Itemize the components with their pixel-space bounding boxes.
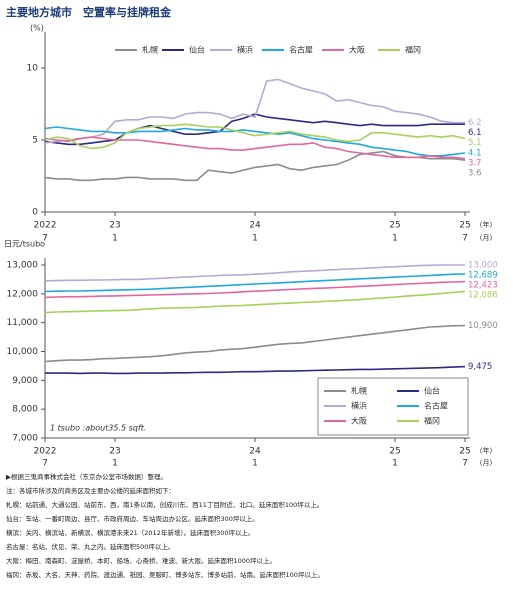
legend-label: 大阪	[349, 45, 365, 55]
x-unit-label: (月)	[480, 234, 493, 242]
x-tick-label: 1	[392, 234, 398, 244]
note-line: 横滨：关内、横滨站、新横滨、横滨港未来21（2012年新增）。延床面积300坪以…	[6, 529, 255, 537]
series-line	[44, 324, 466, 363]
series-line	[44, 264, 465, 282]
x-tick-label: 23	[109, 447, 120, 457]
x-tick-label: 24	[249, 447, 261, 457]
note-line: 福冈：赤坂、大名、天神、药院、渡边通、祇园、吴服町、博多站东、博多站前、站南。延…	[6, 571, 324, 579]
y-tick-label: 7,000	[12, 434, 38, 444]
legend-label: 福冈	[405, 46, 421, 55]
y-tick-label: 10	[27, 64, 39, 74]
x-tick-label: 7	[462, 234, 468, 244]
note-line: 札幌：站前通、大通公园、站前东、西，南1条以南，创成川东、西11丁目附近、北口。…	[6, 501, 324, 509]
x-tick-label: 25	[389, 447, 400, 457]
y-tick-label: 11,000	[7, 318, 39, 328]
end-label: 9,475	[468, 362, 492, 372]
x-tick-label: 1	[112, 459, 118, 469]
x-unit-label: (年)	[480, 446, 493, 455]
end-label: 13,000	[468, 261, 498, 271]
series-line	[44, 280, 466, 299]
series-line	[44, 78, 465, 144]
y-axis-label: (%)	[30, 24, 44, 33]
x-tick-label: 24	[249, 221, 261, 231]
x-tick-label: 1	[252, 234, 258, 244]
y-tick-label: 10,000	[7, 347, 39, 357]
note-line: 名古屋：名站、伏见、荣、丸之内。延床面积500坪以上。	[6, 543, 175, 551]
x-tick-label: 7	[42, 459, 48, 469]
note-line: ▶根据三鬼商事株式会社（东京办公室市场数据）整理。	[6, 473, 167, 481]
note-line: 注：各城市所涉及的商务区及主要办公楼的延床面积如下：	[6, 487, 175, 495]
end-label: 3.6	[468, 168, 482, 178]
x-unit-label: (年)	[480, 220, 493, 229]
legend-label: 名古屋	[424, 401, 448, 411]
y-tick-label: 0	[32, 208, 38, 218]
series-line	[44, 126, 466, 157]
x-tick-label: 25	[389, 221, 400, 231]
y-axis-label: 日元/tsubo	[4, 240, 45, 249]
series-line	[44, 150, 466, 182]
note-line: 仙台：车站、一番町周边、县厅、市政府周边、车站周边办公区。延床面积300坪以上。	[6, 515, 259, 523]
legend-label: 福冈	[424, 417, 440, 426]
x-tick-label: 23	[109, 221, 120, 231]
x-tick-label: 1	[112, 234, 118, 244]
y-tick-label: 5	[32, 136, 38, 146]
legend-label: 仙台	[189, 45, 205, 55]
y-tick-label: 13,000	[7, 261, 39, 271]
x-tick-label: 25	[459, 221, 470, 231]
x-tick-label: 25	[459, 447, 470, 457]
end-label: 12,086	[468, 291, 498, 301]
legend-label: 札幌	[351, 386, 367, 396]
end-label: 6.1	[468, 128, 482, 138]
series-line	[44, 123, 466, 150]
legend-label: 大阪	[351, 416, 367, 426]
legend-label: 札幌	[142, 45, 158, 55]
end-label: 3.7	[468, 158, 482, 168]
legend-label: 横浜	[237, 45, 253, 55]
series-line	[44, 273, 466, 293]
series-line	[44, 136, 466, 160]
end-label: 12,423	[468, 281, 498, 291]
end-label: 10,900	[468, 321, 498, 331]
x-tick-label: 2022	[34, 447, 57, 457]
end-label: 4.1	[468, 148, 482, 158]
page-title: 主要地方城市 空置率与挂牌租金	[6, 5, 172, 19]
legend-label: 横浜	[351, 401, 367, 411]
x-tick-label: 1	[392, 459, 398, 469]
x-tick-label: 7	[462, 459, 468, 469]
y-tick-label: 9,000	[12, 376, 38, 386]
x-unit-label: (月)	[480, 459, 493, 467]
note-line: 大阪：梅田、南森町、淀屋桥、本町、船场、心斋桥、难波、新大阪。延床面积1000坪…	[6, 557, 277, 565]
annotation: 1 tsubo :about35.5 sqft.	[50, 424, 146, 433]
end-label: 5.1	[468, 138, 482, 148]
y-tick-label: 12,000	[7, 289, 39, 299]
legend-label: 仙台	[424, 386, 440, 396]
x-tick-label: 2022	[34, 221, 57, 231]
x-tick-label: 7	[42, 234, 48, 244]
notes: ▶根据三鬼商事株式会社（东京办公室市场数据）整理。 注：各城市所涉及的商务区及主要…	[6, 470, 516, 582]
end-label: 6.2	[468, 118, 482, 128]
y-tick-label: 8,000	[12, 405, 38, 415]
x-tick-label: 1	[252, 459, 258, 469]
legend-label: 名古屋	[289, 45, 313, 55]
end-label: 12,689	[468, 271, 498, 281]
series-line	[45, 365, 466, 375]
series-line	[44, 290, 466, 314]
